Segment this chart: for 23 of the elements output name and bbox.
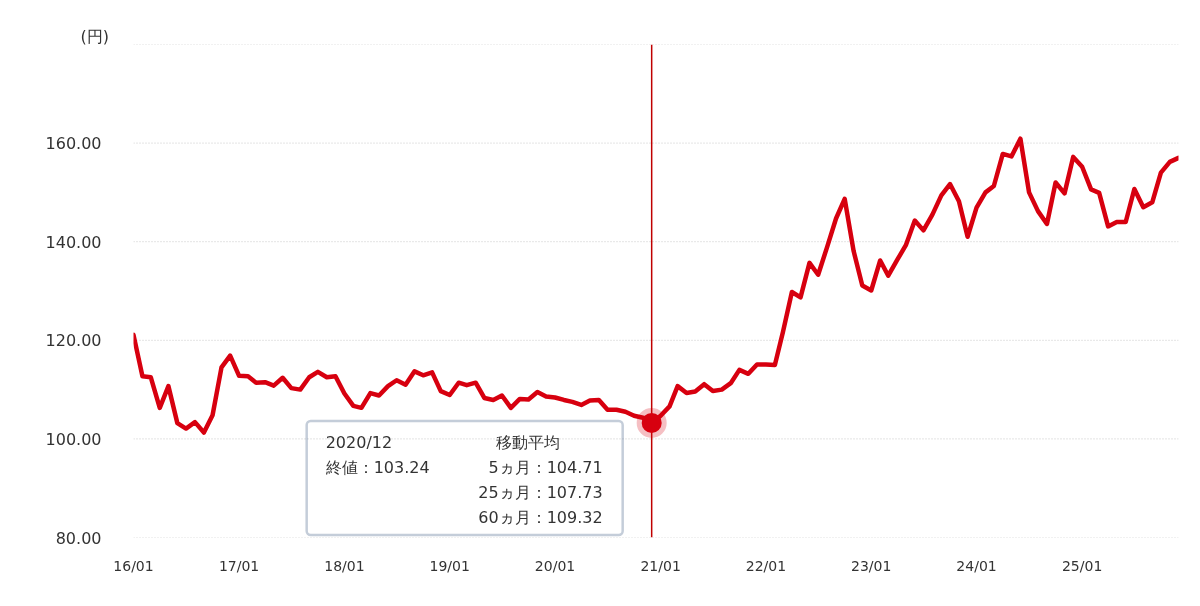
- x-tick-label: 16/01: [113, 557, 154, 574]
- y-tick-label: 100.00: [45, 429, 102, 449]
- y-tick-label: 80.00: [55, 528, 102, 548]
- annotation: 移動平均: [495, 433, 560, 453]
- x-tick-label: 25/01: [1061, 557, 1103, 574]
- y-tick-label: 120.00: [45, 331, 102, 351]
- x-tick-label: 18/01: [324, 557, 365, 574]
- annotation: 終値：103.24: [324, 458, 430, 478]
- x-tick-label: 20/01: [534, 557, 576, 574]
- x-tick-label: 23/01: [851, 557, 892, 574]
- x-tick-label: 22/01: [745, 557, 787, 574]
- y-tick-label: 140.00: [45, 232, 102, 252]
- y-axis-title: (円): [80, 26, 109, 46]
- annotation: 25ヵ月：107.73: [478, 483, 603, 503]
- y-tick-label: 160.00: [45, 134, 102, 154]
- annotation: 60ヵ月：109.32: [478, 508, 603, 528]
- annotation: 2020/12: [325, 433, 393, 453]
- line-series: [133, 136, 1179, 435]
- x-tick-label: 21/01: [640, 557, 681, 574]
- x-tick-label: 24/01: [956, 557, 997, 574]
- x-tick-label: 19/01: [429, 557, 470, 574]
- x-tick-label: 17/01: [218, 557, 260, 574]
- annotation: 5ヵ月：104.71: [488, 458, 603, 478]
